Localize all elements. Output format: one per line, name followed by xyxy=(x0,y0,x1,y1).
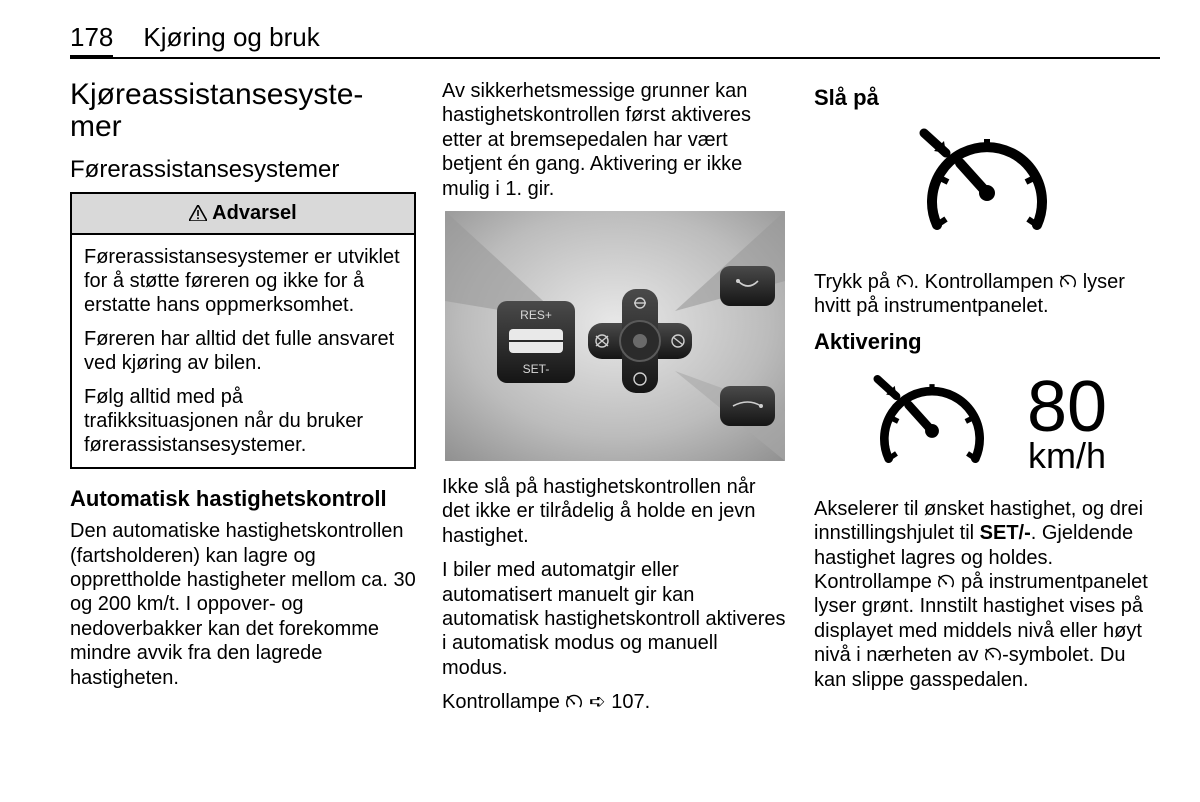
page-header: 178 Kjøring og bruk xyxy=(70,22,1160,59)
speed-readout: 80 km/h xyxy=(1027,375,1107,472)
cruise-gauge-icon xyxy=(1059,271,1077,293)
cruise-gauge-icon xyxy=(912,125,1062,245)
subheading-cruise: Automatisk hastighetskontroll xyxy=(70,487,416,511)
cruise-gauge-icon xyxy=(565,691,583,713)
column-3: Slå på Trykk på . K xyxy=(814,79,1160,724)
turn-on-paragraph: Trykk på . Kontrollampen lyser hvitt på … xyxy=(814,270,1160,319)
svg-text:SET-: SET- xyxy=(523,362,550,376)
heading-turn-on: Slå på xyxy=(814,85,1160,111)
safety-paragraph: Av sikkerhetsmessige grunner kan hastigh… xyxy=(442,79,788,201)
warning-body: Førerassistansesystemer er utviklet for … xyxy=(72,235,414,467)
cruise-gauge-icon xyxy=(984,644,1002,666)
column-1: Kjøreassistansesyste- mer Førerassistans… xyxy=(70,79,416,724)
automatic-paragraph: I biler med automatgir eller automatiser… xyxy=(442,558,788,680)
gauge-figure-large xyxy=(814,125,1160,250)
set-minus-label: SET/- xyxy=(980,522,1031,544)
heading-activation: Aktivering xyxy=(814,329,1160,355)
advise-paragraph: Ikke slå på hastighetskontrollen når det… xyxy=(442,475,788,548)
warning-label: Advarsel xyxy=(212,202,297,224)
manual-page: 178 Kjøring og bruk Kjøreassistansesyste… xyxy=(0,0,1200,802)
cruise-intro-paragraph: Den automatiske hastighetskontrollen (fa… xyxy=(70,519,416,690)
page-number: 178 xyxy=(70,22,113,58)
cruise-gauge-icon xyxy=(867,369,997,479)
column-2: Av sikkerhetsmessige grunner kan hastigh… xyxy=(442,79,788,724)
speed-value: 80 xyxy=(1027,375,1107,440)
warning-box: Advarsel Førerassistansesystemer er utvi… xyxy=(70,192,416,469)
section-title: Kjøring og bruk xyxy=(143,22,319,53)
subheading-driver-assist: Førerassistansesystemer xyxy=(70,156,416,184)
steering-wheel-controls-image: RES+ SET- xyxy=(442,211,788,461)
activation-paragraph: Akselerer til ønsket hastighet, og drei … xyxy=(814,497,1160,692)
gauge-speed-figure: 80 km/h xyxy=(814,369,1160,479)
warning-triangle-icon xyxy=(189,202,212,224)
warning-p1: Førerassistansesystemer er utviklet for … xyxy=(84,245,402,317)
svg-text:RES+: RES+ xyxy=(520,308,552,322)
cruise-gauge-icon xyxy=(937,571,955,593)
speed-unit: km/h xyxy=(1027,440,1107,472)
warning-p2: Føreren har alltid det fulle ansvaret ve… xyxy=(84,327,402,375)
main-heading: Kjøreassistansesyste- mer xyxy=(70,79,416,142)
xref-paragraph: Kontrollampe ➪ 107. xyxy=(442,690,788,714)
warning-header: Advarsel xyxy=(72,194,414,235)
warning-p3: Følg alltid med på trafikksituasjonen nå… xyxy=(84,385,402,457)
content-columns: Kjøreassistansesyste- mer Førerassistans… xyxy=(70,79,1160,724)
cruise-gauge-icon xyxy=(896,271,914,293)
